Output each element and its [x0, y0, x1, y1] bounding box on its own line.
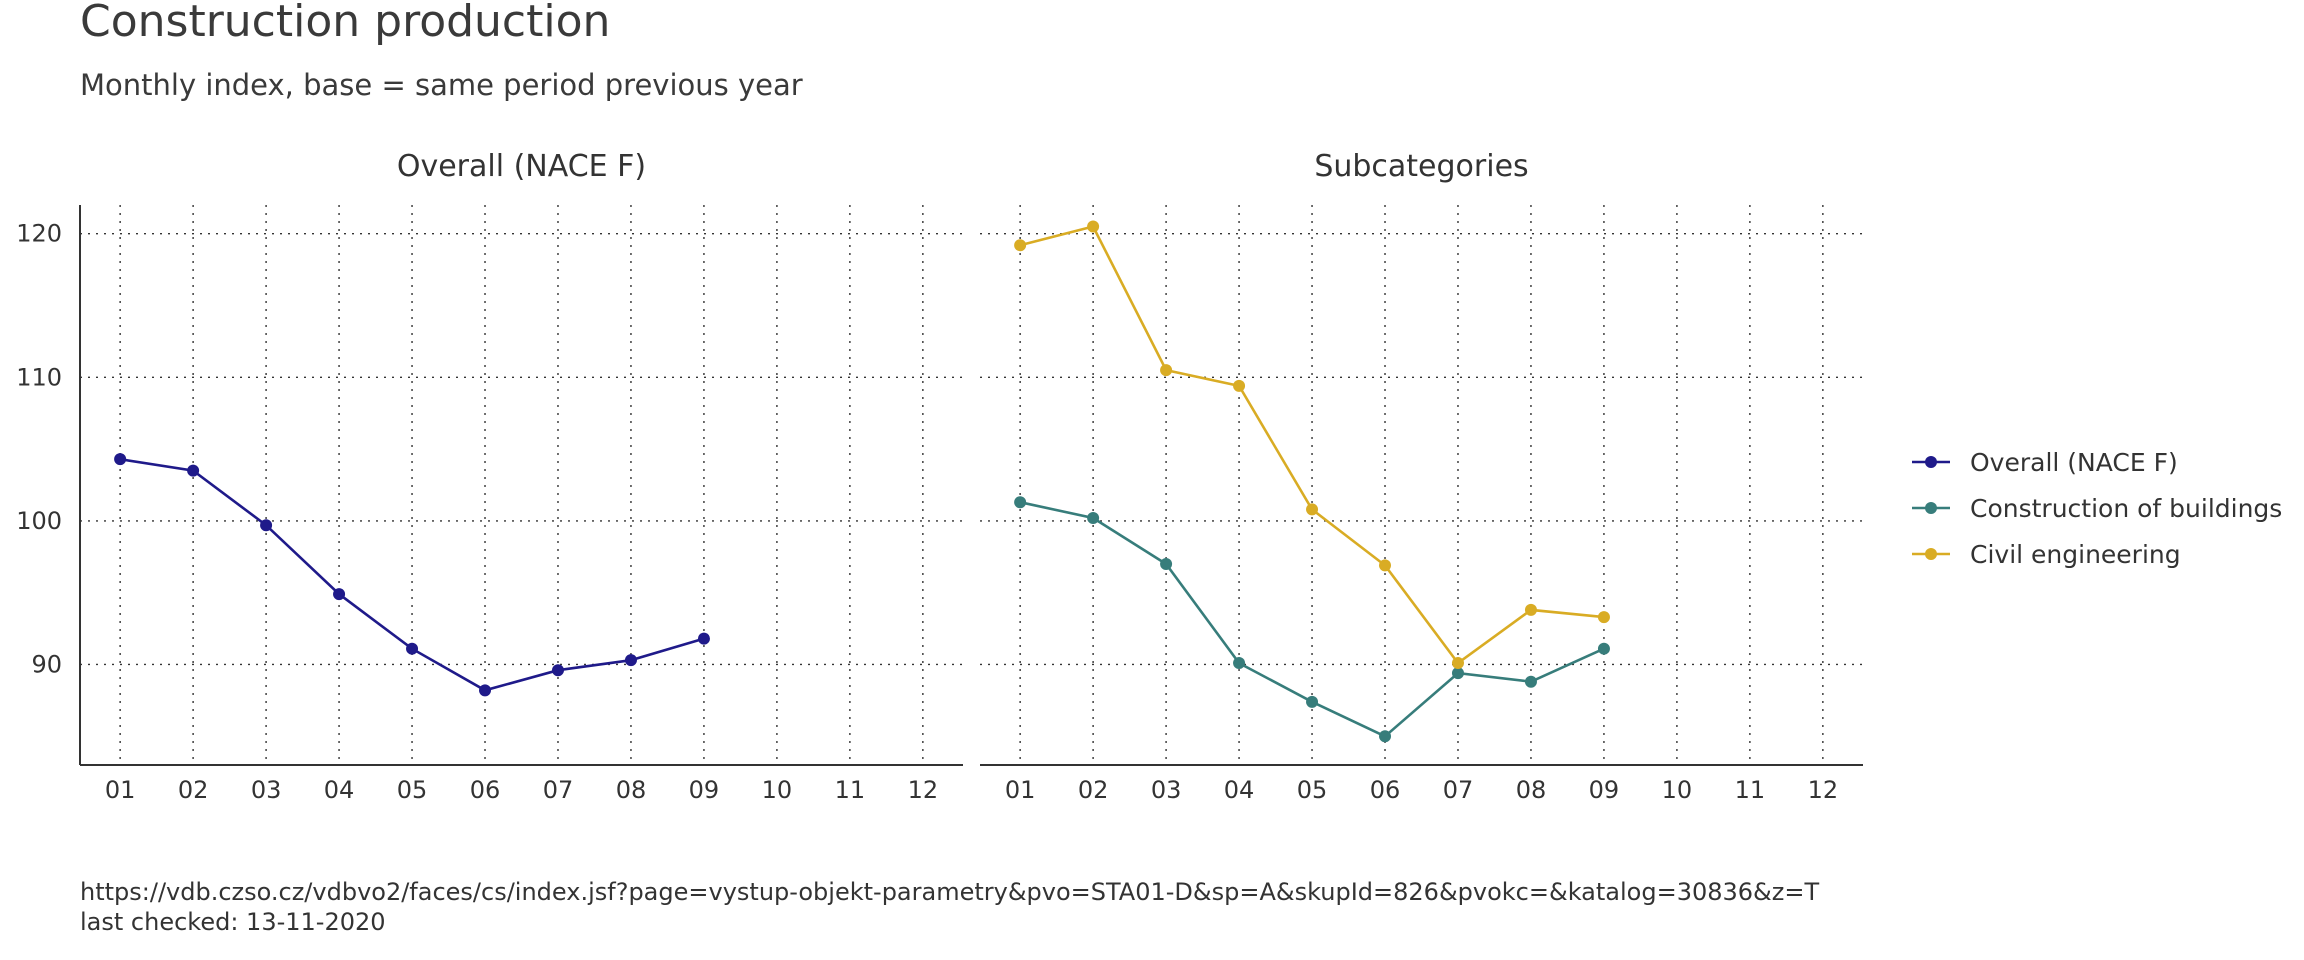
- y-tick-label: 100: [16, 507, 62, 535]
- chart-subtitle: Monthly index, base = same period previo…: [80, 68, 803, 102]
- data-point: [1306, 695, 1319, 708]
- data-point: [260, 519, 273, 532]
- facet-panel-2: Subcategories 01 02 03 04 05 06 07 08 09 10 11 12: [980, 149, 1863, 804]
- x-tick-label: 09: [1589, 776, 1620, 804]
- x-tick-label: 12: [1808, 776, 1839, 804]
- x-tick-label: 10: [762, 776, 793, 804]
- series-overall-nace-f: [114, 453, 710, 697]
- x-tick-label: 06: [1370, 776, 1401, 804]
- x-tick-label: 03: [1151, 776, 1182, 804]
- x-tick-label: 02: [1078, 776, 1109, 804]
- y-tick-label: 120: [16, 220, 62, 248]
- x-tick-label: 07: [543, 776, 574, 804]
- legend: Overall (NACE F) Construction of building…: [1912, 448, 2282, 569]
- data-point: [1451, 667, 1464, 680]
- data-point: [1014, 496, 1027, 509]
- legend-label: Civil engineering: [1970, 540, 2181, 569]
- x-tick-label: 11: [1735, 776, 1766, 804]
- series-construction-of-buildings: [1014, 496, 1610, 743]
- legend-label: Overall (NACE F): [1970, 448, 2178, 477]
- y-tick-label: 90: [31, 650, 62, 678]
- facet-panel-1: Overall (NACE F) 01 02 03 04 05 06 07 08 09 10 11 12…: [16, 149, 963, 804]
- x-tick-label: 01: [1005, 776, 1036, 804]
- data-point: [551, 664, 564, 677]
- y-tick-label: 110: [16, 363, 62, 391]
- x-tick-label: 02: [178, 776, 209, 804]
- data-point: [114, 453, 127, 466]
- data-point: [697, 632, 710, 645]
- legend-key-point: [1925, 456, 1937, 468]
- series-civil-engineering: [1014, 220, 1610, 670]
- facet-title: Subcategories: [1314, 149, 1528, 184]
- x-tick-label: 03: [251, 776, 282, 804]
- x-tick-label: 04: [324, 776, 355, 804]
- data-point: [1233, 379, 1246, 392]
- x-tick-label: 07: [1443, 776, 1474, 804]
- chart-title: Construction production: [80, 0, 611, 47]
- legend-item: Civil engineering: [1912, 540, 2181, 569]
- facets-layer: Overall (NACE F) 01 02 03 04 05 06 07 08 09 10 11 12…: [16, 149, 1863, 804]
- x-tick-label: 11: [835, 776, 866, 804]
- data-point: [1306, 503, 1319, 516]
- data-point: [1451, 657, 1464, 670]
- data-point: [1597, 642, 1610, 655]
- facet-title: Overall (NACE F): [397, 149, 646, 184]
- data-point: [1379, 559, 1392, 572]
- x-tick-label: 05: [1297, 776, 1328, 804]
- data-point: [1233, 657, 1246, 670]
- data-point: [187, 464, 200, 477]
- x-tick-label: 04: [1224, 776, 1255, 804]
- data-point: [333, 588, 346, 601]
- legend-label: Construction of buildings: [1970, 494, 2282, 523]
- data-point: [1597, 611, 1610, 624]
- legend-item: Overall (NACE F): [1912, 448, 2178, 477]
- data-point: [406, 642, 419, 655]
- legend-key-point: [1925, 502, 1937, 514]
- legend-item: Construction of buildings: [1912, 494, 2282, 523]
- last-checked-date: last checked: 13-11-2020: [80, 908, 386, 936]
- data-point: [1087, 220, 1100, 233]
- data-point: [479, 684, 492, 697]
- x-tick-label: 10: [1662, 776, 1693, 804]
- x-tick-label: 05: [397, 776, 428, 804]
- data-point: [1379, 730, 1392, 743]
- data-point: [1087, 512, 1100, 525]
- x-tick-label: 06: [470, 776, 501, 804]
- x-tick-label: 08: [616, 776, 647, 804]
- data-point: [1160, 557, 1173, 570]
- data-point: [1524, 675, 1537, 688]
- legend-key-point: [1925, 548, 1937, 560]
- source-url: https://vdb.czso.cz/vdbvo2/faces/cs/inde…: [80, 878, 1820, 906]
- x-tick-label: 12: [908, 776, 939, 804]
- x-tick-label: 08: [1516, 776, 1547, 804]
- x-tick-label: 09: [689, 776, 720, 804]
- x-tick-label: 01: [105, 776, 136, 804]
- data-point: [624, 654, 637, 667]
- data-point: [1160, 364, 1173, 377]
- data-point: [1014, 239, 1027, 252]
- data-point: [1524, 603, 1537, 616]
